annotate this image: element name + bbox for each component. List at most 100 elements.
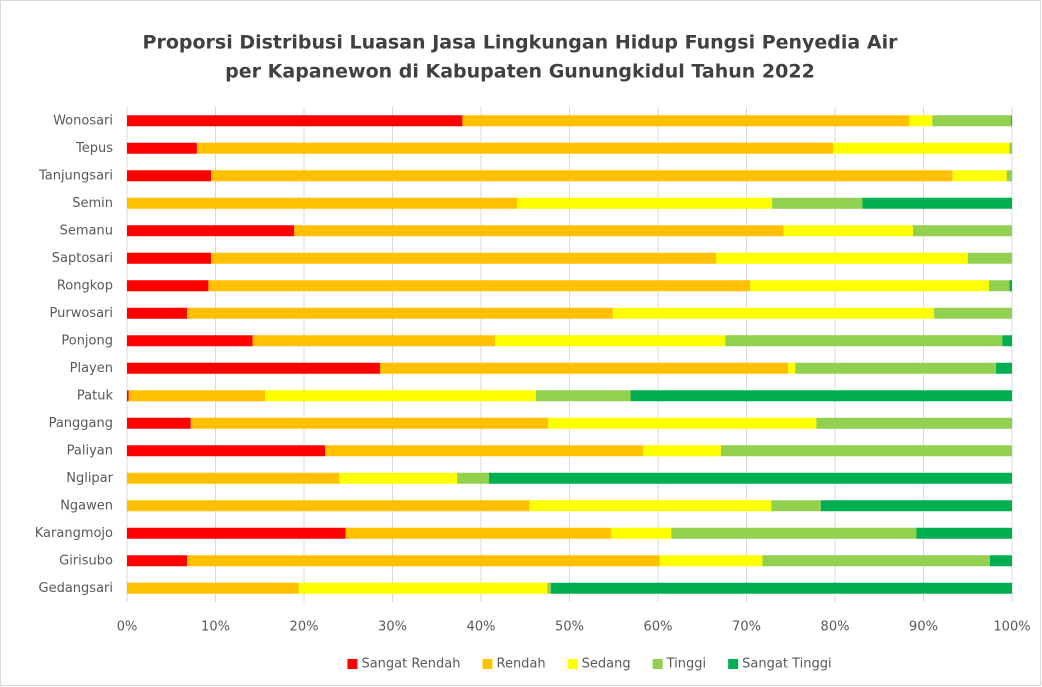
x-tick-label: 90% xyxy=(909,620,938,635)
bar-segment xyxy=(495,335,726,347)
x-tick-label: 40% xyxy=(467,620,496,635)
x-tick-label: 100% xyxy=(993,620,1030,635)
bar-segment xyxy=(517,197,773,209)
y-tick-label: Ponjong xyxy=(61,333,113,348)
bar-segment xyxy=(548,417,817,429)
y-tick-label: Patuk xyxy=(77,388,114,403)
bar-segment xyxy=(547,582,551,594)
chart-subtitle: per Kapanewon di Kabupaten Gunungkidul T… xyxy=(225,61,815,83)
bar-segment xyxy=(1009,280,1012,292)
bar-segment xyxy=(128,390,266,402)
bar-segment xyxy=(462,115,910,127)
bar-segment xyxy=(127,335,253,347)
bar-segment xyxy=(630,390,1012,402)
x-tick-label: 50% xyxy=(555,620,584,635)
x-tick-label: 60% xyxy=(644,620,673,635)
legend-label: Sedang xyxy=(582,657,631,672)
legend-swatch xyxy=(652,659,663,669)
y-tick-label: Ngawen xyxy=(60,498,113,513)
bar-segment xyxy=(339,472,458,484)
bar-segment xyxy=(967,252,1012,264)
bar-segment xyxy=(612,307,935,319)
bar-segment xyxy=(127,197,518,209)
legend-swatch xyxy=(482,659,493,669)
bar-segment xyxy=(659,555,763,567)
y-tick-label: Tanjungsari xyxy=(38,168,113,183)
bar-segment xyxy=(127,555,188,567)
legend-swatch xyxy=(567,659,578,669)
bar-segment xyxy=(127,252,212,264)
y-tick-label: Purwosari xyxy=(50,306,113,321)
bar-segment xyxy=(833,142,1010,154)
x-tick-label: 70% xyxy=(732,620,761,635)
chart-title: Proporsi Distribusi Luasan Jasa Lingkung… xyxy=(143,32,899,54)
bar-segment xyxy=(127,417,191,429)
bar-segment xyxy=(211,252,717,264)
bar-segment xyxy=(671,527,917,539)
bar-segment xyxy=(190,417,549,429)
legend-label: Sangat Tinggi xyxy=(742,657,831,672)
bar-segment xyxy=(127,142,197,154)
x-tick-label: 10% xyxy=(201,620,230,635)
bar-segment xyxy=(1009,142,1012,154)
x-tick-label: 0% xyxy=(117,620,138,635)
bar-segment xyxy=(127,170,212,182)
y-tick-label: Paliyan xyxy=(67,443,113,458)
y-tick-label: Tepus xyxy=(75,141,113,156)
legend-label: Tinggi xyxy=(666,657,707,672)
bar-segment xyxy=(816,417,1012,429)
y-tick-label: Semanu xyxy=(60,223,113,238)
y-tick-label: Girisubo xyxy=(59,553,113,568)
bar-segment xyxy=(529,500,772,512)
bar-segment xyxy=(550,582,1012,594)
bar-segment xyxy=(127,472,340,484)
bar-segment xyxy=(772,197,863,209)
bar-segment xyxy=(196,142,834,154)
bar-segment xyxy=(187,307,613,319)
bar-segment xyxy=(127,390,129,402)
bar-segment xyxy=(127,500,530,512)
bar-segment xyxy=(750,280,989,292)
bar-segment xyxy=(127,445,326,457)
bar-segment xyxy=(611,527,672,539)
bar-segment xyxy=(934,307,1012,319)
legend-swatch xyxy=(347,659,358,669)
bar-segment xyxy=(127,115,463,127)
bar-segment xyxy=(720,445,1012,457)
bar-segment xyxy=(380,362,789,374)
bar-segment xyxy=(912,225,1012,237)
bar-segment xyxy=(642,445,721,457)
bar-segment xyxy=(127,225,295,237)
y-tick-label: Karangmojo xyxy=(35,526,113,541)
y-tick-label: Gedangsari xyxy=(39,581,113,596)
legend-swatch xyxy=(728,659,739,669)
bar-segment xyxy=(211,170,953,182)
bar-segment xyxy=(294,225,784,237)
bar-segment xyxy=(535,390,631,402)
bar-segment xyxy=(795,362,997,374)
y-tick-label: Nglipar xyxy=(66,471,113,486)
bar-segment xyxy=(127,362,381,374)
bar-segment xyxy=(208,280,751,292)
bar-segment xyxy=(265,390,536,402)
bar-segment xyxy=(788,362,796,374)
bar-segment xyxy=(488,472,1013,484)
y-tick-label: Panggang xyxy=(49,416,113,431)
bar-segment xyxy=(127,280,209,292)
grid xyxy=(126,107,1013,602)
legend-label: Sangat Rendah xyxy=(361,657,460,672)
bar-segment xyxy=(325,445,643,457)
legend-label: Rendah xyxy=(497,657,546,672)
bar-segment xyxy=(820,500,1012,512)
bar-segment xyxy=(932,115,1012,127)
bar-segment xyxy=(771,500,821,512)
bars xyxy=(127,115,1013,594)
bar-segment xyxy=(1002,335,1012,347)
legend: Sangat Rendah Rendah Sedang Tinggi Sangat Ti… xyxy=(347,657,832,672)
bar-segment xyxy=(187,555,660,567)
bar-segment xyxy=(996,362,1012,374)
bar-segment xyxy=(1011,115,1012,127)
y-tick-label: Playen xyxy=(70,361,113,376)
y-tick-label: Semin xyxy=(72,196,113,211)
x-tick-label: 30% xyxy=(378,620,407,635)
